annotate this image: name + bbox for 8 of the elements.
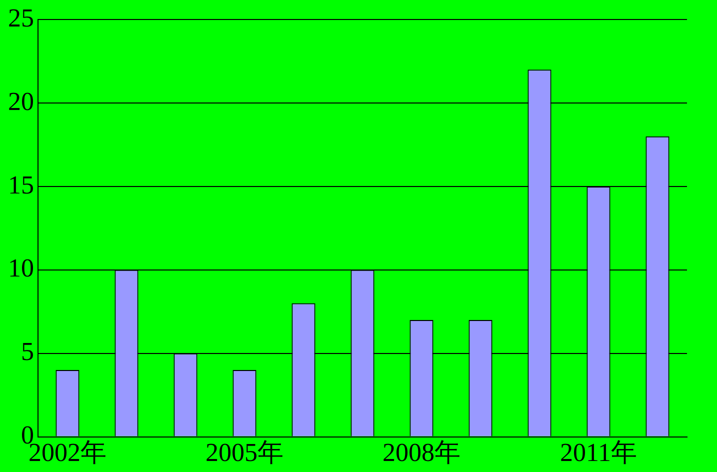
x-tick-label: 2005年	[206, 438, 284, 468]
y-tick-label: 15	[8, 170, 34, 200]
x-tick-label: 2008年	[382, 438, 460, 468]
y-tick-label: 5	[21, 337, 34, 366]
y-tick-label: 20	[8, 86, 34, 116]
y-tick-label: 25	[8, 3, 34, 32]
y-tick-label: 10	[8, 254, 34, 283]
x-tick-label: 2011年	[560, 438, 638, 468]
